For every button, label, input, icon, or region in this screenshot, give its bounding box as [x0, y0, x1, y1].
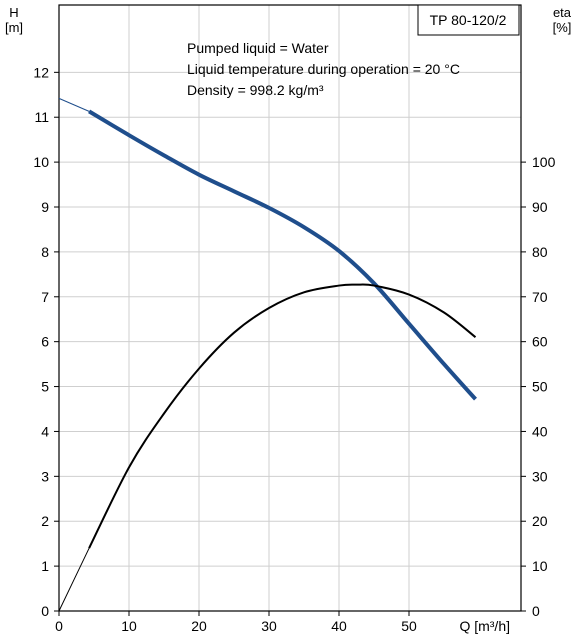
- chart-title: TP 80-120/2: [430, 12, 507, 28]
- x-tick-label-30: 30: [261, 618, 277, 634]
- head-curve-line: [88, 109, 477, 401]
- x-tick-label-50: 50: [401, 618, 417, 634]
- efficiency-curve-line: [88, 283, 477, 549]
- y-right-tick-label-60: 60: [532, 334, 548, 350]
- left-axis-label-symbol: H: [9, 5, 18, 20]
- title-box: TP 80-120/2: [417, 4, 520, 36]
- y-right-tick-label-90: 90: [532, 199, 548, 215]
- annotation-pumped-liquid: Pumped liquid = Water: [187, 40, 329, 56]
- left-axis-label-unit: [m]: [5, 20, 23, 35]
- y-left-tick-label-0: 0: [41, 603, 49, 619]
- head-curve-extrapolated-line: [58, 97, 90, 112]
- y-left-tick-label-2: 2: [41, 513, 49, 529]
- x-tick-label-40: 40: [331, 618, 347, 634]
- axes: [58, 4, 522, 612]
- y-right-tick-label-40: 40: [532, 423, 548, 439]
- y-left-tick-label-11: 11: [34, 109, 49, 125]
- y-left-tick-label-1: 1: [41, 558, 49, 574]
- y-left-tick-label-7: 7: [41, 289, 49, 305]
- y-right-tick-label-0: 0: [532, 603, 540, 619]
- y-right-tick-label-10: 10: [532, 558, 548, 574]
- efficiency-curve-extrapolated-line: [58, 547, 90, 612]
- axis-titles: H [m] eta [%] Q [m³/h]: [5, 5, 572, 634]
- y-left-tick-label-4: 4: [41, 423, 49, 439]
- annotation-density: Density = 998.2 kg/m³: [187, 82, 324, 98]
- y-right-tick-label-20: 20: [532, 513, 548, 529]
- grid: [59, 5, 521, 611]
- y-right-tick-label-70: 70: [532, 289, 548, 305]
- right-axis-label-unit: [%]: [553, 20, 572, 35]
- y-right-tick-label-50: 50: [532, 379, 548, 395]
- x-tick-label-0: 0: [55, 618, 63, 634]
- y-left-tick-label-5: 5: [41, 379, 49, 395]
- ticks: 0 10 20 30 40 5001234567891011120102030405060…: [33, 64, 555, 634]
- y-left-tick-label-8: 8: [41, 244, 49, 260]
- y-left-tick-label-9: 9: [41, 199, 49, 215]
- title-frame: [417, 4, 520, 36]
- y-right-tick-label-100: 100: [532, 154, 556, 170]
- y-left-tick-label-3: 3: [41, 468, 49, 484]
- y-right-tick-label-80: 80: [532, 244, 548, 260]
- y-left-tick-label-6: 6: [41, 334, 49, 350]
- x-tick-label-20: 20: [191, 618, 207, 634]
- y-right-tick-label-30: 30: [532, 468, 548, 484]
- x-tick-label-10: 10: [121, 618, 137, 634]
- plot-frame: [58, 4, 522, 612]
- y-left-tick-label-10: 10: [33, 154, 49, 170]
- x-axis-label: Q [m³/h]: [459, 618, 510, 634]
- annotation-liquid-temperature: Liquid temperature during operation = 20…: [187, 61, 460, 77]
- right-axis-label-symbol: eta: [553, 5, 572, 20]
- info-annotations: Pumped liquid = Water Liquid temperature…: [187, 40, 460, 98]
- series-layer: [58, 97, 477, 612]
- y-left-tick-label-12: 12: [33, 64, 49, 80]
